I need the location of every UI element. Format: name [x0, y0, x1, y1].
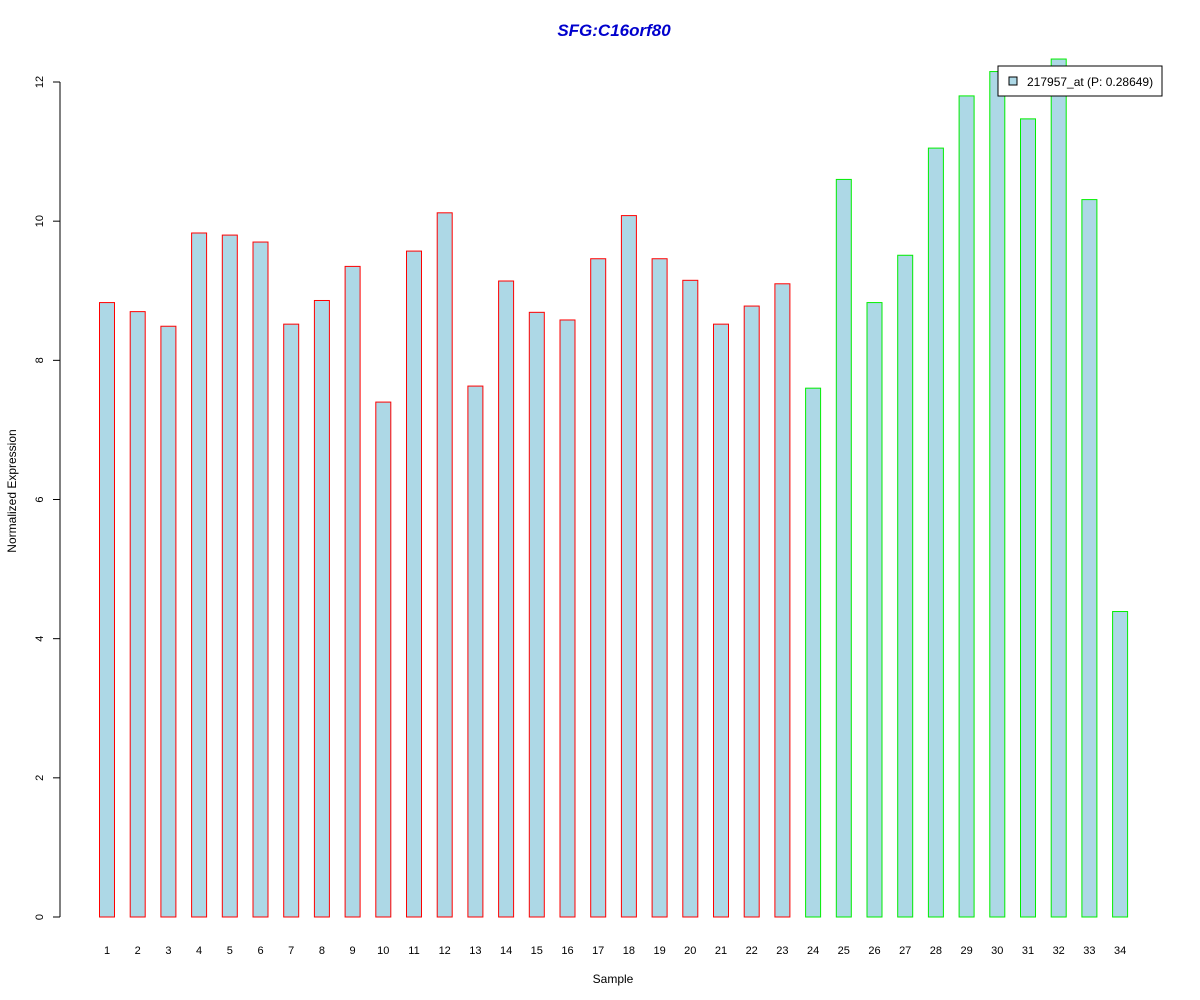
bar — [1081, 199, 1098, 918]
bar — [1112, 611, 1129, 918]
bar — [1050, 58, 1067, 918]
y-tick-label: 8 — [34, 357, 46, 363]
y-tick-label: 0 — [34, 914, 46, 920]
bar — [252, 241, 269, 918]
legend-entry-label: 217957_at (P: 0.28649) — [1027, 75, 1153, 89]
bar — [713, 323, 729, 918]
bar — [897, 254, 914, 918]
x-tick-label: 17 — [592, 945, 604, 957]
x-tick-label: 5 — [227, 945, 233, 957]
x-tick-label: 27 — [899, 945, 911, 957]
bar — [344, 265, 361, 918]
bar — [129, 311, 146, 918]
x-tick-label: 15 — [531, 945, 543, 957]
x-tick-label: 20 — [684, 945, 696, 957]
bar — [590, 258, 607, 918]
x-tick-label: 26 — [868, 945, 880, 957]
bar — [313, 299, 330, 918]
bar-series — [99, 58, 1129, 918]
x-tick-label: 32 — [1053, 945, 1065, 957]
x-tick-label: 8 — [319, 945, 325, 957]
legend: 217957_at (P: 0.28649) — [997, 65, 1163, 97]
bar — [406, 250, 422, 918]
bar — [620, 215, 637, 918]
bar — [835, 178, 852, 918]
x-tick-label: 30 — [991, 945, 1003, 957]
x-tick-label: 18 — [623, 945, 635, 957]
x-tick-label: 21 — [715, 945, 727, 957]
bar — [467, 385, 484, 918]
bar — [927, 147, 944, 918]
y-tick-label: 2 — [34, 775, 46, 781]
x-tick-label: 6 — [257, 945, 263, 957]
y-axis: 0 2 4 6 8 10 12 — [34, 76, 61, 920]
x-tick-label: 4 — [196, 945, 202, 957]
x-tick-label: 1 — [104, 945, 110, 957]
x-tick-label: 14 — [500, 945, 512, 957]
legend-box — [997, 65, 1163, 97]
x-tick-label: 9 — [350, 945, 356, 957]
bar — [805, 387, 822, 918]
bar — [436, 212, 453, 918]
x-tick-label: 34 — [1114, 945, 1126, 957]
legend-swatch — [1008, 76, 1018, 86]
x-tick-label: 7 — [288, 945, 294, 957]
x-tick-label: 10 — [377, 945, 389, 957]
y-tick-label: 6 — [34, 496, 46, 502]
bar — [1020, 118, 1036, 918]
bar — [743, 305, 760, 918]
x-tick-label: 28 — [930, 945, 942, 957]
bar — [989, 71, 1006, 918]
x-tick-label: 2 — [135, 945, 141, 957]
x-tick-label: 16 — [561, 945, 573, 957]
x-tick-label: 22 — [746, 945, 758, 957]
x-tick-label: 12 — [439, 945, 451, 957]
x-tick-label: 11 — [408, 945, 419, 957]
bar — [651, 258, 668, 918]
bar — [498, 280, 515, 918]
bar — [528, 311, 545, 918]
bar — [774, 283, 791, 918]
y-axis-label: Normalized Expression — [5, 429, 19, 552]
bar — [866, 302, 883, 918]
bar — [559, 319, 576, 918]
x-tick-label: 29 — [960, 945, 972, 957]
x-tick-label: 19 — [653, 945, 665, 957]
y-tick-label: 12 — [34, 76, 46, 88]
x-axis-label: Sample — [593, 972, 634, 986]
x-tick-label: 3 — [165, 945, 171, 957]
bar — [682, 279, 699, 918]
x-tick-label: 24 — [807, 945, 819, 957]
x-tick-label: 33 — [1083, 945, 1095, 957]
bar — [99, 302, 115, 918]
bar — [958, 95, 975, 918]
x-tick-label: 23 — [776, 945, 788, 957]
chart-title: SFG:C16orf80 — [557, 21, 671, 40]
y-tick-label: 10 — [34, 215, 46, 227]
bar — [283, 323, 300, 918]
bar — [160, 325, 177, 918]
x-tick-label: 25 — [838, 945, 850, 957]
x-tick-label: 31 — [1022, 945, 1034, 957]
bar — [375, 401, 392, 918]
y-tick-label: 4 — [34, 636, 46, 642]
x-tick-label: 13 — [469, 945, 481, 957]
x-axis-tick-labels: 1 2 3 4 5 6 7 8 9 10 11 12 13 14 15 16 17 18 19 20 21 22 23 24 2… — [104, 945, 1126, 957]
bar — [221, 234, 238, 918]
bar — [191, 232, 208, 918]
